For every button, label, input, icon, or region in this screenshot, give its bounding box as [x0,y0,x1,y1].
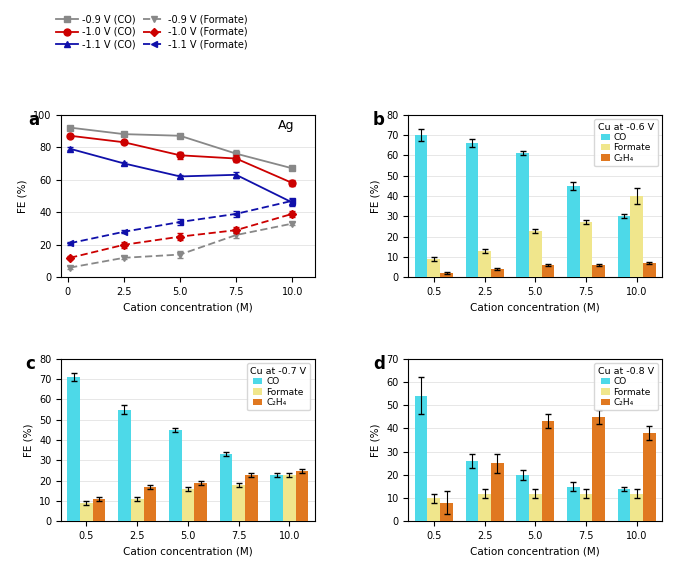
Legend: CO, Formate, C₂H₄: CO, Formate, C₂H₄ [594,119,657,166]
Bar [283,474,295,521]
Bar [567,186,580,277]
Legend: CO, Formate, C₂H₄: CO, Formate, C₂H₄ [594,363,657,410]
Bar [567,486,580,521]
Bar [630,196,643,277]
Bar [415,396,428,521]
Bar [93,499,105,521]
Bar [194,483,207,521]
Bar [219,454,232,521]
Bar [295,470,308,521]
X-axis label: Cation concentration (M): Cation concentration (M) [471,547,600,557]
Bar [478,493,491,521]
Bar [415,135,428,277]
Bar [245,474,257,521]
Bar [440,273,453,277]
Y-axis label: FE (%): FE (%) [24,423,33,457]
Bar [143,487,156,521]
Bar [580,493,592,521]
Bar [618,216,630,277]
X-axis label: Cation concentration (M): Cation concentration (M) [123,303,253,313]
Text: b: b [373,111,385,129]
Y-axis label: FE (%): FE (%) [371,423,381,457]
Bar [181,489,194,521]
X-axis label: Cation concentration (M): Cation concentration (M) [471,303,600,313]
Legend: -0.9 V (CO), -1.0 V (CO), -1.1 V (CO), -0.9 V (Formate), -1.0 V (Formate), -1.1 : -0.9 V (CO), -1.0 V (CO), -1.1 V (CO), -… [52,10,252,53]
Y-axis label: FE (%): FE (%) [18,179,27,213]
Bar [478,251,491,277]
Text: Ag: Ag [278,120,295,132]
Bar [592,417,605,521]
Bar [516,153,529,277]
Bar [428,498,440,521]
Bar [592,265,605,277]
Bar [542,422,554,521]
Bar [643,433,656,521]
Bar [466,143,478,277]
Text: c: c [26,355,35,374]
Bar [169,430,181,521]
Bar [643,263,656,277]
Bar [542,265,554,277]
Bar [270,474,283,521]
Bar [466,461,478,521]
Bar [232,485,245,521]
Bar [118,410,131,521]
Text: d: d [373,355,385,374]
Bar [529,493,542,521]
Legend: CO, Formate, C₂H₄: CO, Formate, C₂H₄ [246,363,310,410]
Bar [428,259,440,277]
Bar [491,464,504,521]
Bar [630,493,643,521]
Text: a: a [28,111,39,129]
Bar [491,269,504,277]
Bar [131,499,143,521]
Bar [529,230,542,277]
Bar [440,503,453,521]
Bar [80,503,93,521]
Bar [580,222,592,277]
Bar [67,377,80,521]
Y-axis label: FE (%): FE (%) [371,179,381,213]
X-axis label: Cation concentration (M): Cation concentration (M) [123,547,253,557]
Bar [618,489,630,521]
Bar [516,475,529,521]
